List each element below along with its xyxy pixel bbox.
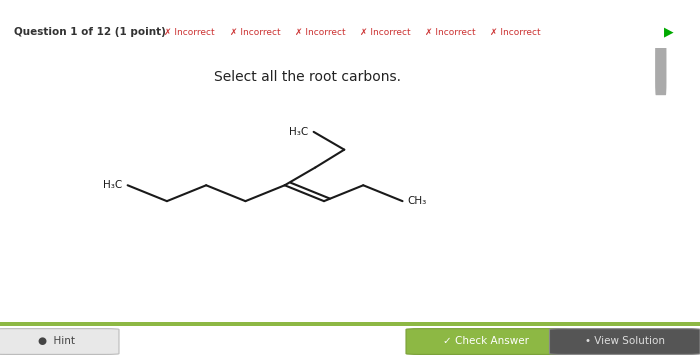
- Text: ✓ Check Answer: ✓ Check Answer: [444, 336, 529, 346]
- Text: ✗ Incorrect: ✗ Incorrect: [230, 28, 280, 37]
- Text: CH₃: CH₃: [408, 196, 427, 206]
- Text: ✗ Incorrect: ✗ Incorrect: [425, 28, 475, 37]
- FancyBboxPatch shape: [550, 329, 700, 354]
- Text: ✗ Incorrect: ✗ Incorrect: [295, 28, 345, 37]
- Text: ✗ Incorrect: ✗ Incorrect: [360, 28, 410, 37]
- FancyBboxPatch shape: [655, 40, 666, 95]
- Bar: [0, 322, 700, 326]
- Text: ▶: ▶: [664, 26, 673, 39]
- Text: H₃C: H₃C: [103, 180, 122, 190]
- Text: ✗ Incorrect: ✗ Incorrect: [164, 28, 215, 37]
- FancyBboxPatch shape: [0, 329, 119, 354]
- Text: ✗ Incorrect: ✗ Incorrect: [490, 28, 540, 37]
- Text: • View Solution: • View Solution: [585, 336, 665, 346]
- Text: Select all the root carbons.: Select all the root carbons.: [214, 70, 401, 84]
- Text: H₃C: H₃C: [289, 127, 309, 137]
- Text: ●  Hint: ● Hint: [38, 336, 74, 346]
- FancyBboxPatch shape: [406, 329, 567, 354]
- Text: Question 1 of 12 (1 point): Question 1 of 12 (1 point): [14, 27, 166, 37]
